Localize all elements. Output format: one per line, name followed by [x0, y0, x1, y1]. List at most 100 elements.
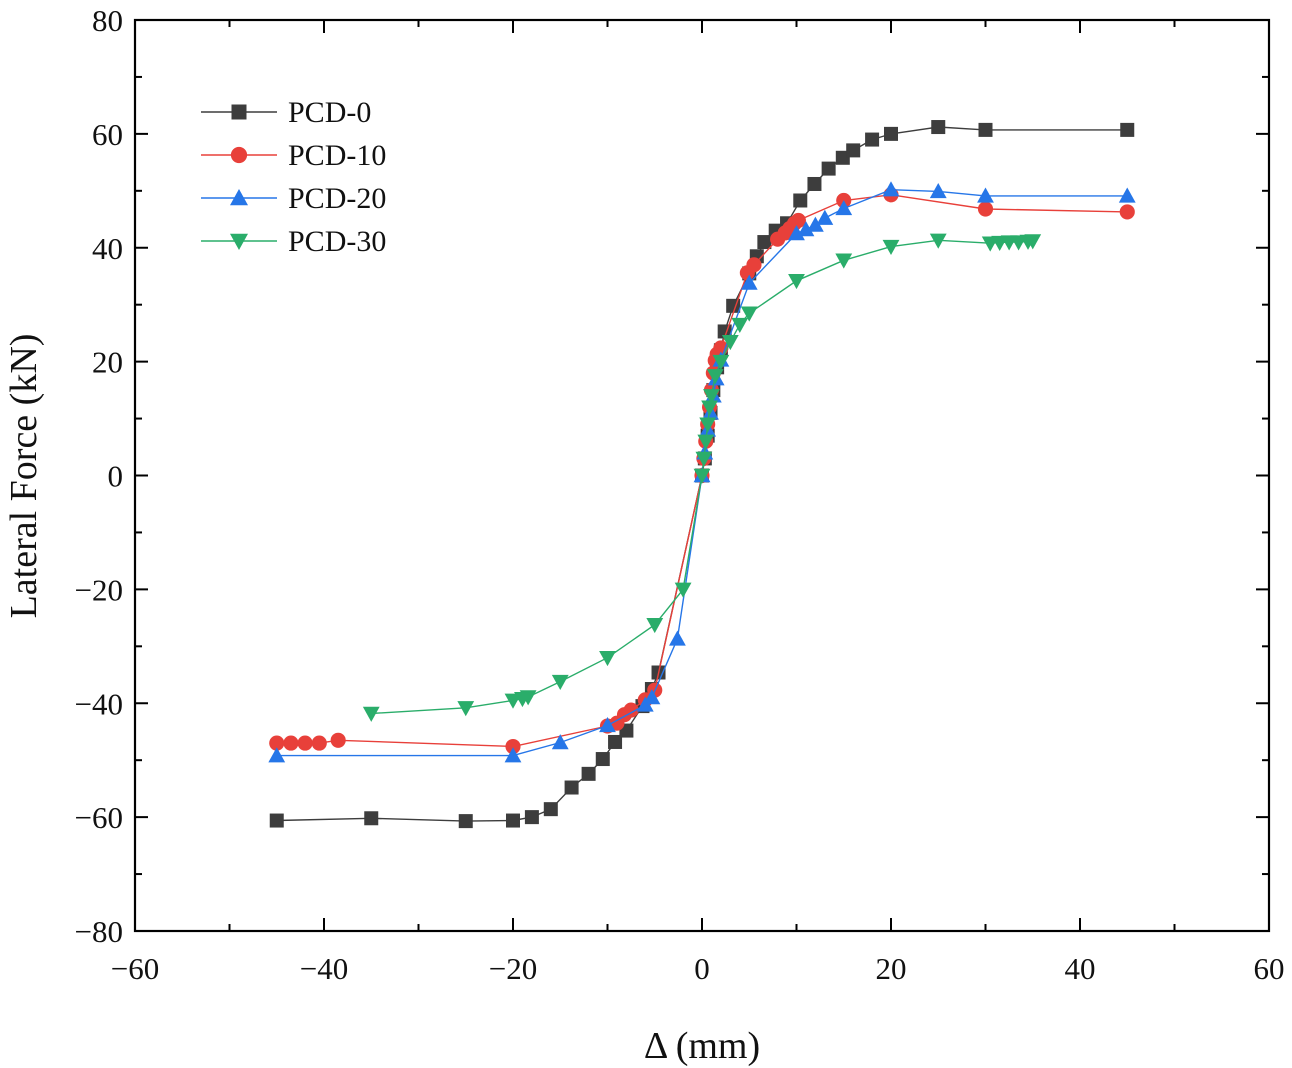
data-point-pcd-20: [977, 187, 994, 203]
data-point-pcd-30: [693, 468, 711, 484]
data-point-pcd-0: [821, 161, 836, 176]
x-tick-label: −60: [111, 951, 159, 986]
data-point-pcd-0: [865, 132, 880, 147]
legend-label-pcd-0: PCD-0: [288, 96, 371, 129]
y-tick-label: −40: [75, 686, 123, 721]
y-tick-label: 20: [92, 345, 123, 380]
data-point-pcd-30: [929, 233, 947, 249]
data-point-pcd-30: [703, 389, 720, 405]
data-point-pcd-30: [721, 334, 739, 351]
series-layer: [268, 120, 1136, 829]
data-point-pcd-0: [543, 802, 558, 817]
data-point-pcd-20: [599, 717, 616, 733]
y-tick-label: −60: [75, 800, 123, 835]
series-pcd-30: [362, 233, 1042, 722]
data-point-pcd-30: [740, 306, 758, 322]
data-point-pcd-10: [297, 735, 313, 751]
data-point-pcd-30: [697, 434, 715, 450]
data-point-pcd-0: [884, 126, 898, 141]
data-point-pcd-30: [835, 253, 853, 269]
plot-frame: [133, 18, 1271, 933]
data-point-pcd-30: [695, 451, 713, 467]
data-point-pcd-0: [595, 752, 610, 767]
legend-marker-pcd-20: [230, 189, 248, 206]
data-point-pcd-20: [740, 274, 758, 290]
y-tick-label: 0: [108, 459, 124, 494]
data-point-pcd-20: [788, 225, 805, 241]
data-point-pcd-0: [506, 813, 520, 828]
x-tick-label: −20: [489, 951, 537, 986]
data-point-pcd-20: [882, 181, 900, 197]
y-tick-label: 40: [92, 231, 123, 266]
data-point-pcd-20: [268, 747, 286, 763]
data-point-pcd-30: [731, 317, 749, 334]
data-point-pcd-10: [269, 735, 285, 751]
data-point-pcd-30: [457, 701, 475, 717]
data-point-pcd-30: [706, 369, 724, 385]
y-tick-label: 60: [92, 117, 123, 152]
data-point-pcd-20: [643, 689, 661, 705]
x-tick-label: 60: [1254, 951, 1285, 986]
data-point-pcd-30: [551, 674, 569, 691]
data-point-pcd-30: [712, 354, 730, 371]
legend-label-pcd-30: PCD-30: [288, 225, 386, 258]
data-point-pcd-30: [519, 690, 537, 706]
legend-marker-pcd-30: [230, 233, 248, 250]
y-axis-title: Lateral Force (kN): [3, 334, 45, 619]
data-point-pcd-20: [835, 200, 853, 216]
data-point-pcd-10: [790, 212, 806, 228]
data-point-pcd-0: [564, 780, 579, 795]
data-point-pcd-10: [746, 257, 762, 273]
data-point-pcd-10: [330, 732, 346, 748]
data-point-pcd-0: [1120, 122, 1135, 137]
legend-item-pcd-0: PCD-0: [201, 96, 371, 129]
data-point-pcd-0: [364, 811, 379, 826]
data-point-pcd-0: [931, 120, 946, 135]
data-point-pcd-30: [674, 582, 692, 598]
x-tick-label: 0: [694, 951, 710, 986]
data-point-pcd-20: [816, 209, 834, 225]
y-tick-label: 80: [92, 3, 123, 38]
data-point-pcd-10: [977, 201, 994, 217]
data-point-pcd-20: [669, 630, 686, 646]
data-point-pcd-30: [599, 650, 616, 667]
data-point-pcd-10: [1119, 204, 1135, 220]
y-tick-label: −20: [75, 572, 123, 607]
legend-label-pcd-20: PCD-20: [288, 182, 386, 215]
data-point-pcd-0: [608, 734, 623, 749]
data-point-pcd-30: [788, 274, 805, 290]
legend: PCD-0 PCD-10 PCD-20 PCD-30: [201, 96, 386, 258]
x-tick-label: 40: [1065, 951, 1096, 986]
data-point-pcd-10: [283, 735, 299, 751]
data-point-pcd-20: [1118, 187, 1136, 203]
y-tick-label: −80: [75, 914, 123, 949]
data-point-pcd-30: [701, 400, 718, 416]
legend-item-pcd-30: PCD-30: [201, 225, 386, 258]
x-tick-label: −40: [300, 951, 348, 986]
legend-item-pcd-20: PCD-20: [201, 182, 386, 215]
data-point-pcd-20: [504, 747, 522, 763]
data-point-pcd-30: [699, 417, 717, 433]
data-point-pcd-0: [458, 814, 473, 829]
data-point-pcd-10: [505, 738, 521, 755]
data-point-pcd-0: [757, 235, 772, 250]
data-point-pcd-0: [524, 810, 539, 825]
data-point-pcd-0: [978, 122, 993, 137]
legend-marker-pcd-10: [230, 146, 248, 164]
data-point-pcd-30: [646, 617, 664, 634]
legend-label-pcd-10: PCD-10: [288, 139, 386, 172]
data-point-pcd-10: [713, 340, 729, 356]
data-point-pcd-0: [793, 193, 808, 208]
data-point-pcd-20: [807, 216, 824, 232]
x-axis-title: Δ (mm): [644, 1025, 760, 1067]
data-point-pcd-0: [581, 766, 596, 781]
data-point-pcd-30: [1024, 234, 1042, 250]
data-point-pcd-20: [797, 221, 815, 237]
data-point-pcd-30: [882, 239, 900, 256]
data-point-pcd-10: [623, 702, 639, 718]
data-point-pcd-0: [846, 143, 861, 158]
legend-marker-pcd-0: [231, 104, 247, 120]
x-tick-label: 20: [876, 951, 907, 986]
